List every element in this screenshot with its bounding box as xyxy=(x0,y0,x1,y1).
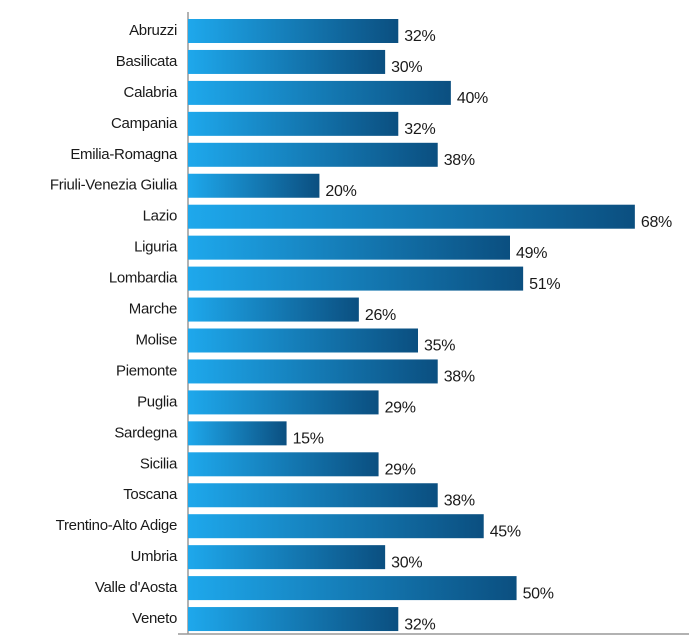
bar xyxy=(188,607,399,632)
bar xyxy=(188,297,359,322)
y-tick-label: Marche xyxy=(129,301,177,318)
bar xyxy=(188,390,379,415)
y-tick-label: Calabria xyxy=(124,84,178,101)
value-label: 26% xyxy=(365,307,396,324)
value-label: 51% xyxy=(529,276,560,293)
bar xyxy=(188,204,635,229)
y-tick-label: Sardegna xyxy=(114,424,178,441)
bar xyxy=(188,173,320,198)
y-tick-label: Molise xyxy=(135,331,177,348)
value-label: 38% xyxy=(444,369,475,386)
y-tick-label: Trentino-Alto Adige xyxy=(56,517,177,534)
y-tick-label: Veneto xyxy=(132,610,177,627)
bar xyxy=(188,266,524,291)
y-tick-label: Piemonte xyxy=(116,362,177,379)
value-label: 49% xyxy=(516,245,547,262)
value-label: 32% xyxy=(404,616,435,633)
y-tick-label: Basilicata xyxy=(116,53,178,70)
bar xyxy=(188,80,451,105)
bar xyxy=(188,359,438,384)
bar xyxy=(188,452,379,477)
bar xyxy=(188,483,438,508)
bar xyxy=(188,576,517,601)
y-tick-label: Liguria xyxy=(134,239,178,256)
bar xyxy=(188,19,399,43)
bar xyxy=(188,49,386,74)
bar xyxy=(188,514,484,539)
value-label: 20% xyxy=(325,183,356,200)
value-label: 32% xyxy=(404,28,435,45)
value-label: 29% xyxy=(385,462,416,479)
bar xyxy=(188,328,418,353)
y-tick-label: Valle d'Aosta xyxy=(95,579,178,596)
value-label: 40% xyxy=(457,90,488,107)
value-label: 30% xyxy=(391,554,422,571)
y-tick-label: Sicilia xyxy=(140,455,178,472)
y-tick-label: Umbria xyxy=(130,548,177,565)
value-label: 45% xyxy=(490,523,521,540)
y-tick-label: Toscana xyxy=(123,486,178,503)
y-tick-label: Puglia xyxy=(137,393,178,410)
value-label: 35% xyxy=(424,338,455,355)
y-tick-label: Lazio xyxy=(143,208,177,225)
value-label: 30% xyxy=(391,59,422,76)
value-label: 29% xyxy=(385,400,416,417)
value-label: 32% xyxy=(404,121,435,138)
bar xyxy=(188,545,386,570)
y-tick-label: Abruzzi xyxy=(129,22,177,39)
bar xyxy=(188,421,287,446)
bar xyxy=(188,142,438,167)
y-tick-label: Emilia-Romagna xyxy=(70,146,178,163)
bar xyxy=(188,111,399,136)
value-label: 68% xyxy=(641,214,672,231)
bar xyxy=(188,235,510,260)
value-label: 38% xyxy=(444,152,475,169)
y-tick-label: Lombardia xyxy=(109,270,178,287)
y-tick-label: Campania xyxy=(111,115,178,132)
value-label: 50% xyxy=(523,585,554,602)
y-tick-label: Friuli-Venezia Giulia xyxy=(50,177,178,194)
value-label: 15% xyxy=(293,431,324,448)
value-label: 38% xyxy=(444,492,475,509)
